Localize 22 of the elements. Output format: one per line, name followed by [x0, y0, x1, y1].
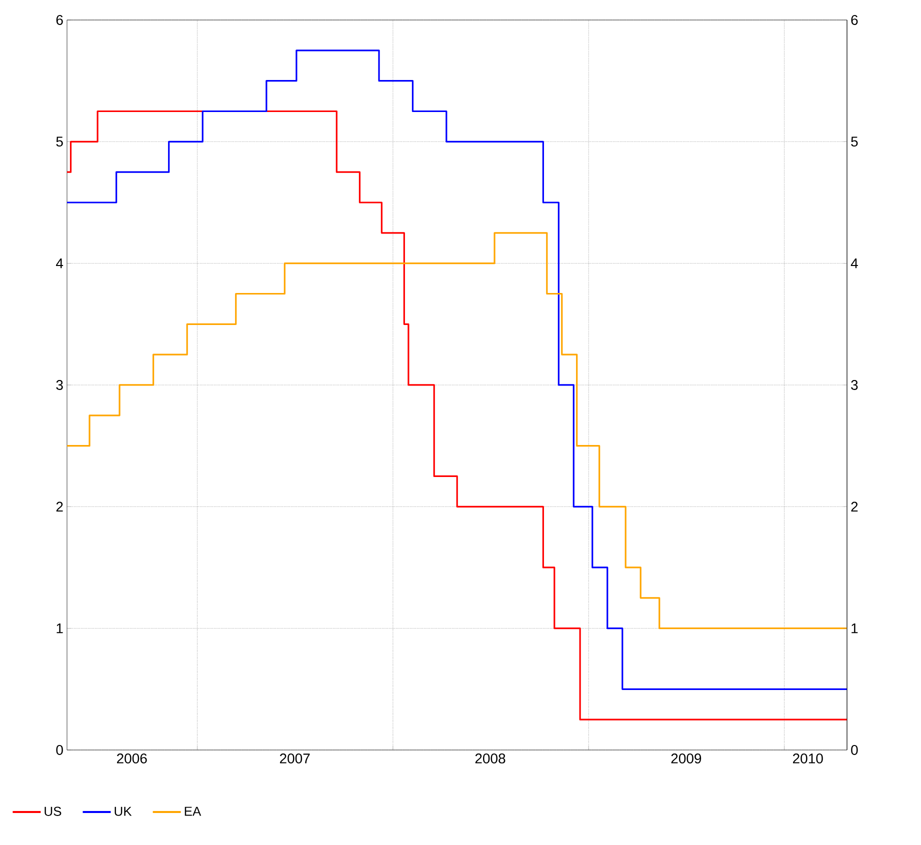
y2-tick-label: 4 [850, 258, 858, 268]
y2-tick-label: 6 [851, 15, 858, 25]
y2-tick-label: 3 [851, 380, 858, 390]
y2-tick-label: 5 [851, 136, 858, 147]
x-tick-label: 2006 [117, 754, 147, 764]
x-tick-label: 2008 [475, 754, 506, 764]
x-tick-label: 2009 [671, 754, 702, 764]
legend-label: US [44, 806, 62, 816]
y2-tick-label: 0 [851, 745, 858, 755]
y-tick-label: 6 [56, 15, 63, 25]
x-tick-label: 2007 [280, 754, 310, 764]
y-tick-label: 4 [56, 258, 64, 268]
legend-label: UK [114, 806, 132, 816]
y-tick-label: 1 [56, 624, 63, 634]
y2-tick-label: 2 [851, 502, 858, 512]
y2-tick-label: 1 [852, 624, 858, 634]
legend-label: EA [184, 806, 202, 816]
y-tick-label: 2 [56, 502, 63, 512]
y-tick-label: 3 [56, 380, 63, 390]
x-tick-label: 2010 [793, 754, 823, 764]
y-tick-label: 0 [56, 745, 63, 755]
y-tick-label: 5 [56, 136, 63, 147]
